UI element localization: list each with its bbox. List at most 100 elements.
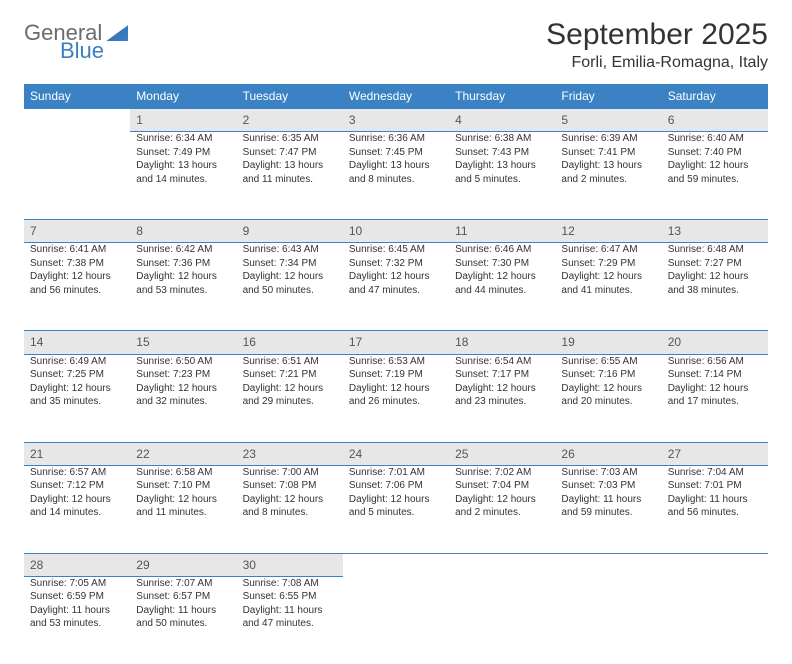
sunrise-text: Sunrise: 6:51 AM bbox=[243, 355, 337, 369]
daylight-text: and 53 minutes. bbox=[30, 617, 124, 631]
sunrise-text: Sunrise: 7:04 AM bbox=[668, 466, 762, 480]
sunrise-text: Sunrise: 6:55 AM bbox=[561, 355, 655, 369]
day-header: Monday bbox=[130, 84, 236, 109]
daylight-text: and 14 minutes. bbox=[30, 506, 124, 520]
day-number: 19 bbox=[555, 331, 661, 354]
day-number: 20 bbox=[662, 331, 768, 354]
daylight-text: and 2 minutes. bbox=[455, 506, 549, 520]
daylight-text: Daylight: 12 hours bbox=[349, 382, 443, 396]
day-cell: Sunrise: 6:49 AMSunset: 7:25 PMDaylight:… bbox=[24, 354, 130, 442]
daylight-text: Daylight: 11 hours bbox=[30, 604, 124, 618]
daylight-text: and 8 minutes. bbox=[349, 173, 443, 187]
daylight-text: and 8 minutes. bbox=[243, 506, 337, 520]
day-header-row: SundayMondayTuesdayWednesdayThursdayFrid… bbox=[24, 84, 768, 109]
daylight-text: Daylight: 12 hours bbox=[668, 382, 762, 396]
sunset-text: Sunset: 7:49 PM bbox=[136, 146, 230, 160]
week-row: Sunrise: 6:34 AMSunset: 7:49 PMDaylight:… bbox=[24, 132, 768, 220]
sunset-text: Sunset: 7:41 PM bbox=[561, 146, 655, 160]
sunset-text: Sunset: 7:19 PM bbox=[349, 368, 443, 382]
day-number bbox=[662, 553, 768, 576]
day-cell bbox=[555, 576, 661, 664]
daylight-text: Daylight: 12 hours bbox=[243, 493, 337, 507]
sunset-text: Sunset: 7:21 PM bbox=[243, 368, 337, 382]
day-number bbox=[555, 553, 661, 576]
day-cell: Sunrise: 6:57 AMSunset: 7:12 PMDaylight:… bbox=[24, 465, 130, 553]
day-number: 26 bbox=[555, 442, 661, 465]
day-number-row: 78910111213 bbox=[24, 220, 768, 243]
sunrise-text: Sunrise: 6:39 AM bbox=[561, 132, 655, 146]
day-number: 15 bbox=[130, 331, 236, 354]
sunset-text: Sunset: 7:08 PM bbox=[243, 479, 337, 493]
day-cell: Sunrise: 7:03 AMSunset: 7:03 PMDaylight:… bbox=[555, 465, 661, 553]
daylight-text: and 50 minutes. bbox=[136, 617, 230, 631]
sunrise-text: Sunrise: 7:00 AM bbox=[243, 466, 337, 480]
day-cell: Sunrise: 6:42 AMSunset: 7:36 PMDaylight:… bbox=[130, 243, 236, 331]
day-number-row: 21222324252627 bbox=[24, 442, 768, 465]
sunrise-text: Sunrise: 7:03 AM bbox=[561, 466, 655, 480]
day-cell: Sunrise: 6:50 AMSunset: 7:23 PMDaylight:… bbox=[130, 354, 236, 442]
sunrise-text: Sunrise: 6:41 AM bbox=[30, 243, 124, 257]
sunrise-text: Sunrise: 6:53 AM bbox=[349, 355, 443, 369]
sunrise-text: Sunrise: 6:35 AM bbox=[243, 132, 337, 146]
sunrise-text: Sunrise: 6:43 AM bbox=[243, 243, 337, 257]
day-cell: Sunrise: 6:39 AMSunset: 7:41 PMDaylight:… bbox=[555, 132, 661, 220]
sunrise-text: Sunrise: 6:42 AM bbox=[136, 243, 230, 257]
day-header: Sunday bbox=[24, 84, 130, 109]
daylight-text: Daylight: 12 hours bbox=[136, 382, 230, 396]
day-number: 24 bbox=[343, 442, 449, 465]
daylight-text: and 50 minutes. bbox=[243, 284, 337, 298]
daylight-text: Daylight: 12 hours bbox=[243, 382, 337, 396]
day-cell: Sunrise: 6:45 AMSunset: 7:32 PMDaylight:… bbox=[343, 243, 449, 331]
daylight-text: and 26 minutes. bbox=[349, 395, 443, 409]
sunset-text: Sunset: 7:04 PM bbox=[455, 479, 549, 493]
sunset-text: Sunset: 6:59 PM bbox=[30, 590, 124, 604]
day-header: Saturday bbox=[662, 84, 768, 109]
day-cell bbox=[24, 132, 130, 220]
location: Forli, Emilia-Romagna, Italy bbox=[546, 54, 768, 72]
daylight-text: Daylight: 12 hours bbox=[455, 382, 549, 396]
sunset-text: Sunset: 7:36 PM bbox=[136, 257, 230, 271]
daylight-text: Daylight: 12 hours bbox=[668, 270, 762, 284]
day-number: 13 bbox=[662, 220, 768, 243]
daylight-text: and 53 minutes. bbox=[136, 284, 230, 298]
daylight-text: and 29 minutes. bbox=[243, 395, 337, 409]
logo-text-blue: Blue bbox=[60, 40, 128, 62]
sunset-text: Sunset: 7:01 PM bbox=[668, 479, 762, 493]
day-number: 18 bbox=[449, 331, 555, 354]
sunrise-text: Sunrise: 6:49 AM bbox=[30, 355, 124, 369]
day-cell: Sunrise: 7:01 AMSunset: 7:06 PMDaylight:… bbox=[343, 465, 449, 553]
daylight-text: and 11 minutes. bbox=[136, 506, 230, 520]
daylight-text: Daylight: 12 hours bbox=[455, 493, 549, 507]
day-number-row: 14151617181920 bbox=[24, 331, 768, 354]
day-cell: Sunrise: 6:56 AMSunset: 7:14 PMDaylight:… bbox=[662, 354, 768, 442]
daylight-text: Daylight: 12 hours bbox=[30, 270, 124, 284]
day-number: 10 bbox=[343, 220, 449, 243]
logo-triangle-icon bbox=[106, 25, 128, 41]
daylight-text: and 23 minutes. bbox=[455, 395, 549, 409]
sunrise-text: Sunrise: 7:08 AM bbox=[243, 577, 337, 591]
day-number: 5 bbox=[555, 109, 661, 132]
day-number: 12 bbox=[555, 220, 661, 243]
day-cell bbox=[449, 576, 555, 664]
day-number: 2 bbox=[237, 109, 343, 132]
day-cell bbox=[343, 576, 449, 664]
day-cell: Sunrise: 6:58 AMSunset: 7:10 PMDaylight:… bbox=[130, 465, 236, 553]
day-number bbox=[343, 553, 449, 576]
daylight-text: and 14 minutes. bbox=[136, 173, 230, 187]
daylight-text: and 20 minutes. bbox=[561, 395, 655, 409]
daylight-text: Daylight: 12 hours bbox=[243, 270, 337, 284]
sunset-text: Sunset: 6:55 PM bbox=[243, 590, 337, 604]
daylight-text: and 59 minutes. bbox=[561, 506, 655, 520]
daylight-text: and 5 minutes. bbox=[349, 506, 443, 520]
week-row: Sunrise: 6:49 AMSunset: 7:25 PMDaylight:… bbox=[24, 354, 768, 442]
day-cell: Sunrise: 6:41 AMSunset: 7:38 PMDaylight:… bbox=[24, 243, 130, 331]
daylight-text: and 17 minutes. bbox=[668, 395, 762, 409]
day-number: 23 bbox=[237, 442, 343, 465]
sunset-text: Sunset: 7:23 PM bbox=[136, 368, 230, 382]
day-cell: Sunrise: 6:40 AMSunset: 7:40 PMDaylight:… bbox=[662, 132, 768, 220]
day-cell bbox=[662, 576, 768, 664]
day-cell: Sunrise: 7:00 AMSunset: 7:08 PMDaylight:… bbox=[237, 465, 343, 553]
title-block: September 2025 Forli, Emilia-Romagna, It… bbox=[546, 18, 768, 72]
daylight-text: Daylight: 12 hours bbox=[561, 382, 655, 396]
day-number: 8 bbox=[130, 220, 236, 243]
